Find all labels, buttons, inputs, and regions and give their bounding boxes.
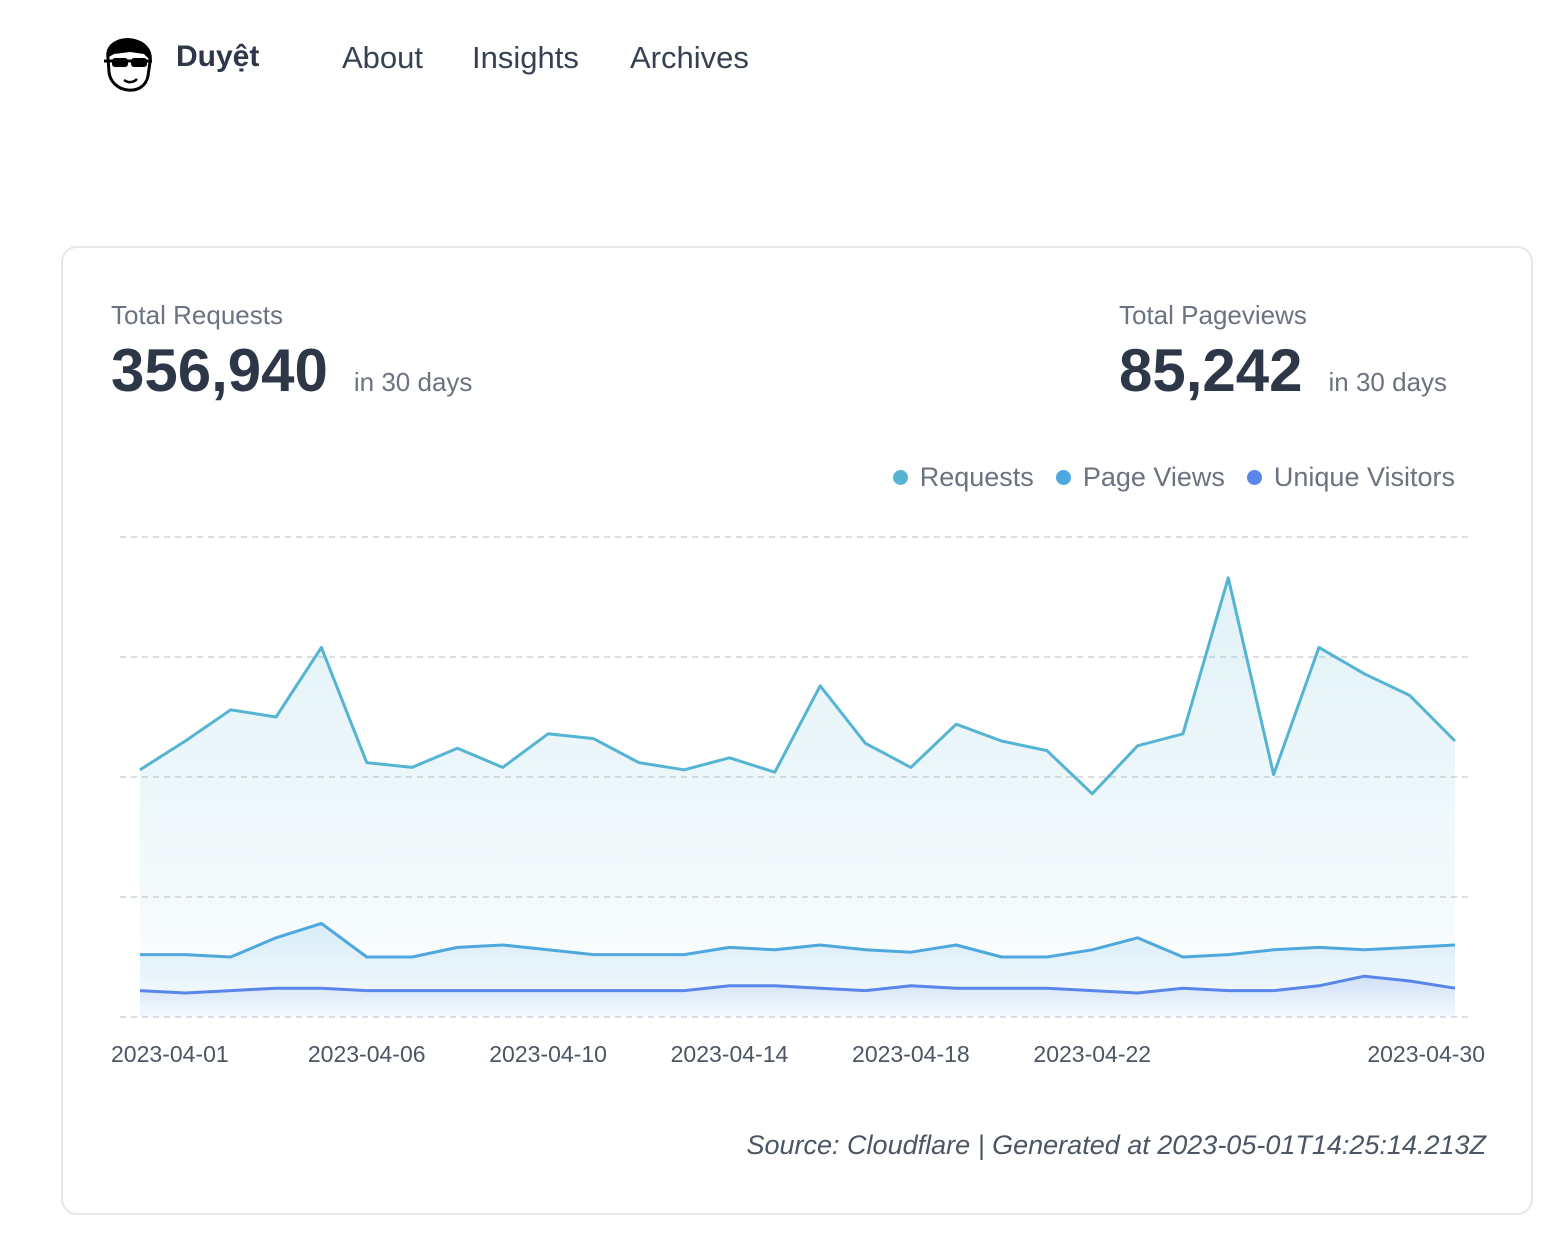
stat-label: Total Pageviews xyxy=(1119,300,1307,330)
stat-label: Total Requests xyxy=(111,300,283,330)
legend-dot xyxy=(1055,470,1071,485)
x-tick-label: 2023-04-18 xyxy=(852,1041,970,1067)
x-tick-label: 2023-04-01 xyxy=(111,1041,229,1067)
x-tick-label: 2023-04-30 xyxy=(1367,1041,1485,1067)
series-line xyxy=(139,974,1456,995)
nav-link[interactable]: Archives xyxy=(630,40,749,75)
series-line xyxy=(139,576,1457,796)
legend-label: Requests xyxy=(919,462,1034,492)
series-line xyxy=(140,921,1456,959)
x-tick-label: 2023-04-14 xyxy=(671,1041,789,1067)
stat-value: 356,940 xyxy=(111,337,328,404)
legend: Requests Page Views Unique Visitors xyxy=(892,462,1455,493)
footer-source: Source: Cloudflare | Generated at 2023-0… xyxy=(746,1130,1487,1160)
stat-value: 85,242 xyxy=(1119,337,1303,404)
area-fill xyxy=(140,577,1455,1017)
legend-item[interactable]: Requests xyxy=(892,462,1034,493)
logo[interactable] xyxy=(100,36,156,94)
brand[interactable]: Duyệt xyxy=(176,40,260,73)
stats-card xyxy=(61,246,1533,1215)
legend-item[interactable]: Unique Visitors xyxy=(1246,462,1455,493)
legend-label: Page Views xyxy=(1082,462,1225,492)
stat-period: in 30 days xyxy=(1328,367,1448,397)
nav-link[interactable]: About xyxy=(342,40,424,75)
nav-link[interactable]: Insights xyxy=(472,40,579,75)
x-tick-label: 2023-04-22 xyxy=(1033,1041,1151,1067)
legend-label: Unique Visitors xyxy=(1273,462,1455,492)
x-tick-label: 2023-04-10 xyxy=(489,1041,607,1067)
area-fill xyxy=(140,976,1455,1017)
stat-row: 85,242 in 30 days xyxy=(1119,336,1447,405)
stat-row: 356,940 in 30 days xyxy=(111,336,472,405)
legend-dot xyxy=(1246,470,1262,485)
legend-item[interactable]: Page Views xyxy=(1055,462,1225,493)
x-tick-label: 2023-04-06 xyxy=(308,1041,426,1067)
legend-dot xyxy=(892,470,908,485)
stat-period: in 30 days xyxy=(353,367,473,397)
